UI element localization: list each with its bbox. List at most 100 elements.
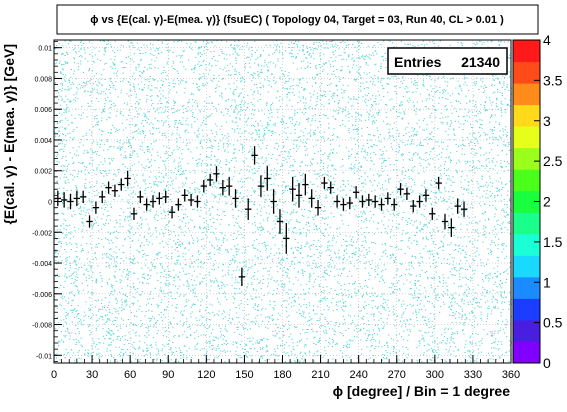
y-tick-label: -0.008 (32, 323, 52, 330)
grid (53, 40, 512, 363)
profile-point (124, 170, 131, 187)
profile-point (371, 195, 379, 208)
profile-point (403, 187, 411, 200)
profile-point (156, 192, 163, 205)
profile-point (397, 183, 404, 196)
colorbar-tick-label: 2.5 (543, 153, 563, 169)
colorbar-tick-label: 1 (543, 274, 551, 290)
profile-point (365, 193, 372, 207)
colorbar-tick-label: 2 (543, 194, 551, 210)
profile-point (257, 175, 265, 197)
profile-point (206, 173, 214, 187)
profile-point (219, 179, 227, 196)
x-tick-label: 330 (464, 369, 482, 381)
profile-point (264, 166, 271, 191)
stats-box: Entries 21340 (387, 47, 508, 75)
profile-point (149, 195, 157, 208)
profile-point (168, 206, 176, 219)
profile-points (54, 146, 468, 287)
colorbar-tick-label: 3.5 (543, 72, 563, 88)
profile-point (283, 223, 290, 254)
y-tick-label: 0 (48, 200, 52, 207)
profile-point (460, 201, 468, 217)
profile-point (181, 189, 188, 202)
profile-point (80, 190, 87, 204)
profile-point (111, 184, 119, 197)
profile-point (194, 195, 201, 208)
profile-point (175, 198, 182, 211)
profile-point (187, 193, 195, 207)
profile-point (130, 207, 138, 220)
profile-point (384, 192, 392, 205)
profile-point (143, 198, 150, 211)
x-tick-label: 30 (86, 369, 98, 381)
x-tick-label: 120 (197, 369, 215, 381)
x-tick-label: 210 (311, 369, 329, 381)
x-axis-label: ϕ [degree] / Bin = 1 degree (333, 383, 511, 399)
profile-point (295, 183, 303, 208)
stats-label: Entries (394, 54, 442, 70)
y-axis-label: {E(cal. γ) - E(mea. γ)} [GeV] (1, 44, 17, 225)
profile-point (435, 176, 442, 190)
profile-point (327, 181, 334, 194)
colorbar-tick-label: 0 (543, 355, 551, 371)
profile-point (238, 267, 246, 287)
chart-title: ϕ vs {E(cal. γ)-E(mea. γ)} (fsuEC) ( Top… (90, 14, 504, 26)
profile-point (92, 201, 100, 214)
x-tick-label: 300 (426, 369, 444, 381)
profile-point (200, 179, 207, 193)
profile-point (86, 215, 93, 228)
profile-point (429, 207, 436, 220)
x-tick-label: 240 (349, 369, 367, 381)
x-tick-label: 150 (235, 369, 253, 381)
profile-point (251, 146, 258, 165)
profile-point (118, 178, 125, 191)
title-box: ϕ vs {E(cal. γ)-E(mea. γ)} (fsuEC) ( Top… (56, 4, 539, 35)
profile-point (422, 189, 430, 202)
x-tick-label: 360 (502, 369, 520, 381)
y-tick-label: -0.004 (32, 261, 52, 268)
colorbar: 0 0.5 1 1.5 2 2.5 3 3.5 4 (512, 32, 563, 371)
colorbar-tick-label: 1.5 (543, 234, 563, 250)
x-tick-label: 0 (51, 369, 57, 381)
x-tick-label: 270 (388, 369, 406, 381)
profile-point (416, 195, 423, 208)
profile-point (359, 195, 366, 208)
stats-value: 21340 (461, 54, 500, 70)
profile-point (314, 199, 322, 216)
profile-point (340, 198, 347, 211)
y-tick-label: 0.004 (34, 138, 52, 145)
profile-point (448, 218, 455, 237)
profile-point (321, 176, 328, 190)
x-tick-label: 180 (273, 369, 291, 381)
profile-point (378, 198, 385, 211)
profile-point (213, 166, 220, 182)
profile-point (391, 198, 398, 211)
profile-point (410, 199, 417, 213)
y-tick-label: -0.006 (32, 292, 52, 299)
profile-point (441, 213, 449, 230)
profile-point (137, 190, 144, 204)
profile-point (245, 198, 252, 220)
profile-point (73, 190, 81, 207)
y-tick-label: 0.002 (34, 169, 52, 176)
profile-point (232, 189, 239, 208)
x-tick-label: 90 (162, 369, 174, 381)
profile-point (454, 198, 461, 214)
y-tick-label: 0.008 (34, 76, 52, 83)
profile-point (54, 190, 61, 207)
profile-point (352, 186, 360, 199)
profile-point (346, 196, 353, 210)
y-tick-label: 0.006 (34, 107, 52, 114)
profile-point (270, 189, 277, 214)
profile-point (308, 189, 315, 208)
colorbar-tick-label: 0.5 (543, 315, 563, 331)
profile-point (99, 190, 106, 204)
y-tick-label: -0.002 (32, 230, 52, 237)
profile-point (105, 181, 112, 194)
profile-point (289, 176, 296, 202)
profile-point (226, 176, 233, 196)
y-tick-label: -0.01 (36, 353, 52, 360)
